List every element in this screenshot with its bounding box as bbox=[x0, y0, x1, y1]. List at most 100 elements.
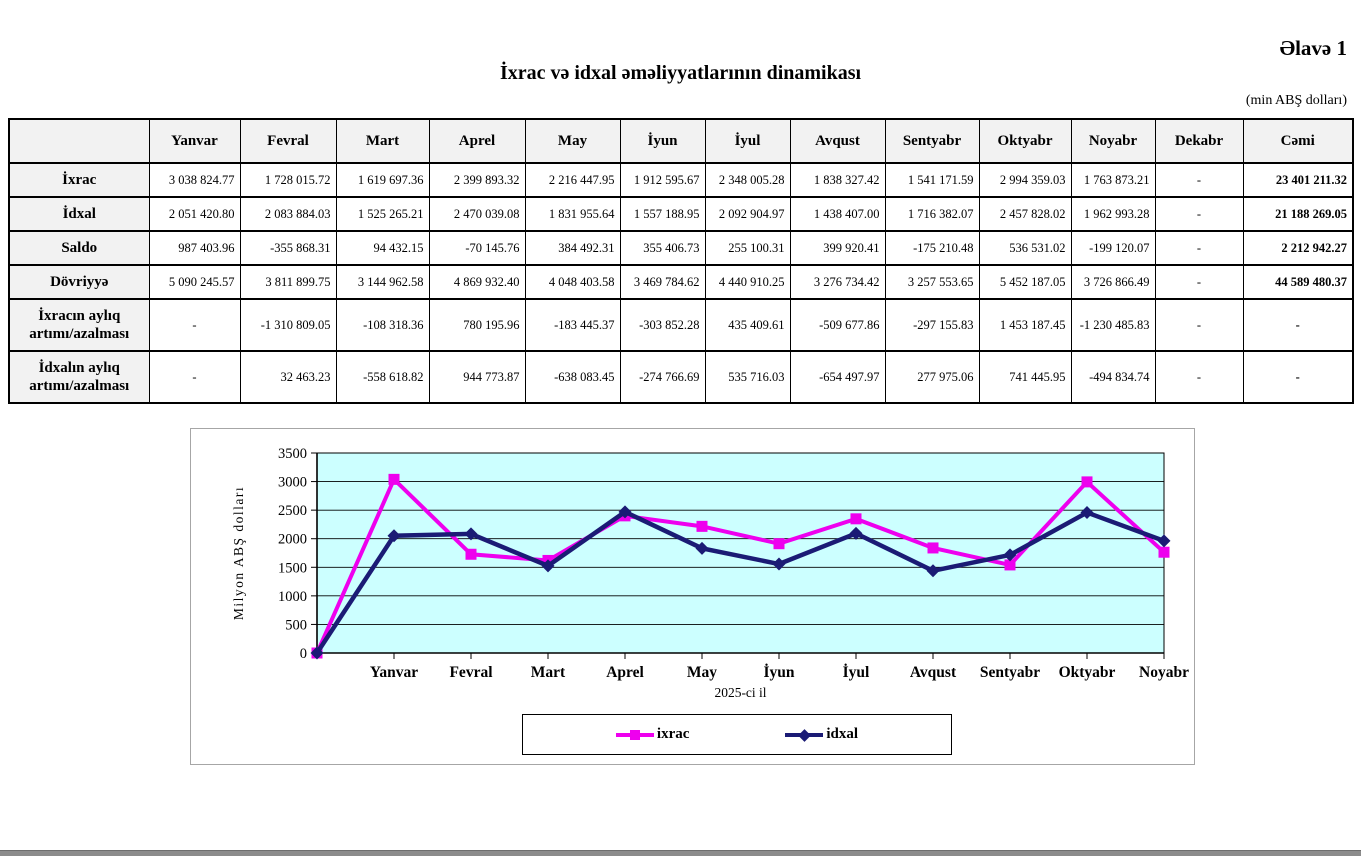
table-cell: 5 452 187.05 bbox=[978, 264, 1072, 300]
table-cell: 2 212 942.27 bbox=[1242, 230, 1354, 266]
marker-diamond bbox=[310, 646, 324, 660]
table-cell: - bbox=[1154, 350, 1244, 404]
table-cell: 1 453 187.45 bbox=[978, 298, 1072, 352]
table-cell: 1 525 265.21 bbox=[335, 196, 430, 232]
legend-label: idxal bbox=[826, 726, 859, 742]
x-tick-label: Avqust bbox=[910, 664, 957, 681]
corner-cell bbox=[8, 118, 150, 164]
table-cell: 355 406.73 bbox=[619, 230, 706, 266]
y-tick-label: 1000 bbox=[278, 589, 307, 605]
column-header: May bbox=[524, 118, 621, 164]
chart-frame: 0 500 1000 1500 2000 2500 3000 3500 Yanvar Fevral… bbox=[190, 428, 1195, 765]
marker-diamond bbox=[1080, 506, 1094, 520]
table-cell: 1 962 993.28 bbox=[1070, 196, 1156, 232]
x-tick-label: May bbox=[687, 664, 717, 681]
table-cell: 2 994 359.03 bbox=[978, 162, 1072, 198]
y-tick-label: 2500 bbox=[278, 503, 307, 519]
column-header: Yanvar bbox=[148, 118, 241, 164]
table-cell: 5 090 245.57 bbox=[148, 264, 241, 300]
data-table: Yanvar Fevral Mart Aprel May İyun İyul Avqust Se… bbox=[8, 118, 1354, 404]
table-cell: -303 852.28 bbox=[619, 298, 706, 352]
table-cell: 535 716.03 bbox=[704, 350, 791, 404]
legend-marker-idxal bbox=[785, 728, 824, 742]
x-tick-label: Mart bbox=[531, 664, 566, 681]
table-cell: 384 492.31 bbox=[524, 230, 621, 266]
table-cell: 1 838 327.42 bbox=[789, 162, 886, 198]
unit-note: (min ABŞ dolları) bbox=[1245, 93, 1347, 108]
series-line-ixrac bbox=[315, 475, 1166, 654]
table-cell: 1 831 955.64 bbox=[524, 196, 621, 232]
table-cell: - bbox=[1154, 196, 1244, 232]
table-cell: -355 868.31 bbox=[239, 230, 337, 266]
legend-label: ixrac bbox=[656, 726, 690, 742]
table-cell: - bbox=[1242, 298, 1354, 352]
table-cell: 3 276 734.42 bbox=[789, 264, 886, 300]
table-cell: 3 726 866.49 bbox=[1070, 264, 1156, 300]
table-cell: 1 619 697.36 bbox=[335, 162, 430, 198]
row-label: İdxalın aylıq artımı/azalması bbox=[8, 350, 150, 404]
table-cell: 44 589 480.37 bbox=[1242, 264, 1354, 300]
marker-square bbox=[927, 542, 939, 554]
table-cell: 4 048 403.58 bbox=[524, 264, 621, 300]
table-cell: 3 144 962.58 bbox=[335, 264, 430, 300]
legend-entry: idxal bbox=[785, 726, 858, 743]
row-label: İxracın aylıq artımı/azalması bbox=[8, 298, 150, 352]
table-row: İdxalın aylıq artımı/azalması -32 463.23-… bbox=[8, 350, 1354, 404]
table-cell: - bbox=[1154, 298, 1244, 352]
x-tick-label: İyun bbox=[763, 664, 794, 681]
table-cell: 1 912 595.67 bbox=[619, 162, 706, 198]
marker-square bbox=[773, 538, 785, 550]
marker-diamond bbox=[926, 564, 940, 578]
table-cell: 1 541 171.59 bbox=[884, 162, 980, 198]
column-header: Avqust bbox=[789, 118, 886, 164]
table-row: Dövriyyə 5 090 245.57 3 811 899.75 3 144 96… bbox=[8, 264, 1354, 300]
row-label: Saldo bbox=[8, 230, 150, 266]
table-cell: -509 677.86 bbox=[789, 298, 886, 352]
table-cell: 2 216 447.95 bbox=[524, 162, 621, 198]
table-cell: 3 469 784.62 bbox=[619, 264, 706, 300]
table-cell: -494 834.74 bbox=[1070, 350, 1156, 404]
marker-diamond bbox=[695, 541, 709, 555]
marker-diamond bbox=[1157, 534, 1171, 548]
table-cell: 4 869 932.40 bbox=[428, 264, 526, 300]
table-cell: 1 763 873.21 bbox=[1070, 162, 1156, 198]
x-tick-label: Fevral bbox=[449, 664, 493, 681]
table-cell: 1 438 407.00 bbox=[789, 196, 886, 232]
table-cell: 987 403.96 bbox=[148, 230, 241, 266]
table-cell: 3 038 824.77 bbox=[148, 162, 241, 198]
column-header: İyun bbox=[619, 118, 706, 164]
table-cell: 2 399 893.32 bbox=[428, 162, 526, 198]
table-row: Saldo 987 403.96 -355 868.31 94 432.15 -70 1… bbox=[8, 230, 1354, 266]
column-header: Noyabr bbox=[1070, 118, 1156, 164]
horizontal-scrollbar[interactable] bbox=[0, 850, 1361, 856]
legend-entry: ixrac bbox=[615, 726, 690, 743]
marker-square bbox=[388, 473, 400, 485]
marker-diamond bbox=[849, 526, 863, 540]
table-row: İxracın aylıq artımı/azalması - -1 310 809… bbox=[8, 298, 1354, 352]
table-cell: 741 445.95 bbox=[978, 350, 1072, 404]
table-cell: 1 728 015.72 bbox=[239, 162, 337, 198]
table-cell: 2 083 884.03 bbox=[239, 196, 337, 232]
table-cell: 2 348 005.28 bbox=[704, 162, 791, 198]
y-tick-label: 500 bbox=[285, 617, 307, 633]
table-cell: -1 230 485.83 bbox=[1070, 298, 1156, 352]
table-cell: - bbox=[1154, 230, 1244, 266]
table-cell: 2 470 039.08 bbox=[428, 196, 526, 232]
appendix-label: Əlavə 1 bbox=[1279, 36, 1347, 60]
line-chart: 0 500 1000 1500 2000 2500 3000 3500 Yanvar Fevral… bbox=[231, 446, 1189, 700]
table-cell: 23 401 211.32 bbox=[1242, 162, 1354, 198]
table-cell: 3 257 553.65 bbox=[884, 264, 980, 300]
marker-diamond bbox=[387, 529, 401, 543]
table-cell: - bbox=[1154, 162, 1244, 198]
table-cell: 255 100.31 bbox=[704, 230, 791, 266]
row-label: İdxal bbox=[8, 196, 150, 232]
table-cell: 2 051 420.80 bbox=[148, 196, 241, 232]
marker-square bbox=[465, 548, 477, 560]
y-tick-label: 1500 bbox=[278, 560, 307, 576]
x-axis-label: 2025-ci il bbox=[714, 685, 766, 700]
marker-square bbox=[1081, 476, 1093, 488]
table-cell: 21 188 269.05 bbox=[1242, 196, 1354, 232]
table-cell: -1 310 809.05 bbox=[239, 298, 337, 352]
marker-square bbox=[1158, 546, 1170, 558]
